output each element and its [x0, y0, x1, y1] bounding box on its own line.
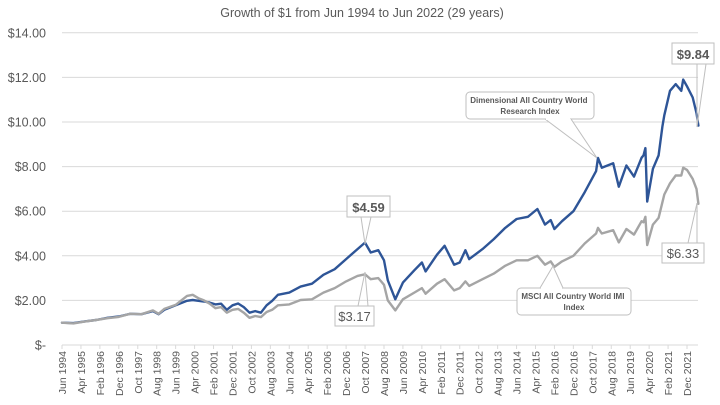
x-tick-label: Jun 2019 [625, 351, 637, 394]
series-label-msci: MSCI All Country World IMI Index [516, 264, 632, 316]
x-tick-label: Oct 1997 [133, 351, 145, 394]
y-tick-label: $2.00 [15, 294, 46, 308]
x-tick-label: Jun 1999 [171, 351, 183, 394]
callout-msci-peak: $3.17 [334, 271, 375, 327]
callout-value: $9.84 [677, 47, 710, 62]
x-tick-label: Feb 2006 [322, 351, 334, 396]
y-tick-label: $14.00 [8, 26, 46, 40]
x-tick-label: Apr 2005 [303, 351, 315, 394]
x-tick-label: Dec 2011 [455, 351, 467, 395]
callout-leader [360, 216, 372, 245]
callouts: $9.84 $4.59 $3.17 $6.33 Dimensional All … [334, 42, 715, 327]
x-tick-label: Oct 2007 [360, 351, 372, 394]
x-tick-label: Jun 1994 [57, 351, 69, 394]
x-tick-label: Jun 2014 [512, 351, 524, 394]
y-tick-label: $- [35, 339, 46, 353]
y-tick-label: $12.00 [8, 71, 46, 85]
callout-msci-end: $6.33 [661, 202, 705, 264]
x-tick-label: Aug 1998 [152, 351, 164, 396]
x-tick-label: Apr 2015 [531, 351, 543, 394]
series-line-dimensional [60, 78, 700, 325]
y-tick-label: $8.00 [15, 160, 46, 174]
x-tick-label: Oct 2012 [474, 351, 486, 394]
series-label-box [465, 91, 595, 120]
callout-box [671, 42, 715, 65]
x-tick-label: Apr 2010 [417, 351, 429, 394]
x-tick-label: Dec 2006 [341, 351, 353, 396]
x-tick-label: Apr 2020 [644, 351, 656, 394]
x-tick-label: Aug 2018 [606, 351, 618, 396]
callout-leader [357, 271, 369, 307]
x-tick-label: Dec 1996 [114, 351, 126, 396]
callout-dfa-end: $9.84 [671, 42, 715, 128]
series-lines [60, 78, 700, 325]
x-tick-label: Aug 2013 [493, 351, 505, 396]
series-label-text: Dimensional All Country World Research I… [470, 96, 590, 116]
callout-value: $4.59 [352, 200, 385, 215]
x-tick-label: Feb 2021 [663, 351, 675, 396]
series-label-pointer [544, 118, 598, 159]
chart-title: Growth of $1 from Jun 1994 to Jun 2022 (… [220, 6, 504, 20]
x-axis: Jun 1994 Apr 1995 Feb 1996 Dec 1996 Oct 1997… [57, 344, 698, 396]
x-tick-label: Feb 2016 [549, 351, 561, 396]
x-tick-label: Dec 2001 [227, 351, 239, 396]
x-tick-label: Apr 1995 [76, 351, 88, 394]
callout-leader [696, 63, 707, 128]
y-axis: $- $2.00 $4.00 $6.00 $8.00 $10.00 $12.00 $14.00 [8, 26, 46, 352]
callout-value: $6.33 [667, 246, 700, 261]
x-tick-label: Feb 2011 [436, 351, 448, 395]
x-tick-label: Oct 2017 [587, 351, 599, 394]
x-tick-label: Aug 2003 [265, 351, 277, 396]
series-label-pointer [539, 264, 564, 289]
x-tick-label: Feb 1996 [95, 351, 107, 396]
series-line-msci [60, 166, 700, 325]
callout-value: $3.17 [338, 309, 371, 324]
x-tick-label: Apr 2000 [190, 351, 202, 394]
callout-box [334, 305, 375, 327]
x-tick-label: Aug 2008 [379, 351, 391, 396]
x-tick-label: Jun 2004 [284, 351, 296, 394]
y-tick-label: $4.00 [15, 249, 46, 263]
x-tick-label: Dec 2016 [568, 351, 580, 396]
series-label-dimensional: Dimensional All Country World Research I… [465, 91, 598, 159]
callout-dfa-peak: $4.59 [346, 195, 391, 245]
callout-box [346, 195, 391, 218]
x-tick-label: Dec 2021 [682, 351, 694, 396]
x-tick-label: Jun 2009 [398, 351, 410, 394]
series-label-text: MSCI All Country World IMI Index [521, 292, 626, 312]
x-tick-label: Feb 2001 [209, 351, 221, 396]
series-label-box [516, 287, 632, 316]
callout-leader [687, 202, 698, 244]
x-tick-label: Oct 2002 [246, 351, 258, 394]
callout-box [661, 242, 705, 264]
y-tick-label: $6.00 [15, 205, 46, 219]
y-tick-label: $10.00 [8, 116, 46, 130]
